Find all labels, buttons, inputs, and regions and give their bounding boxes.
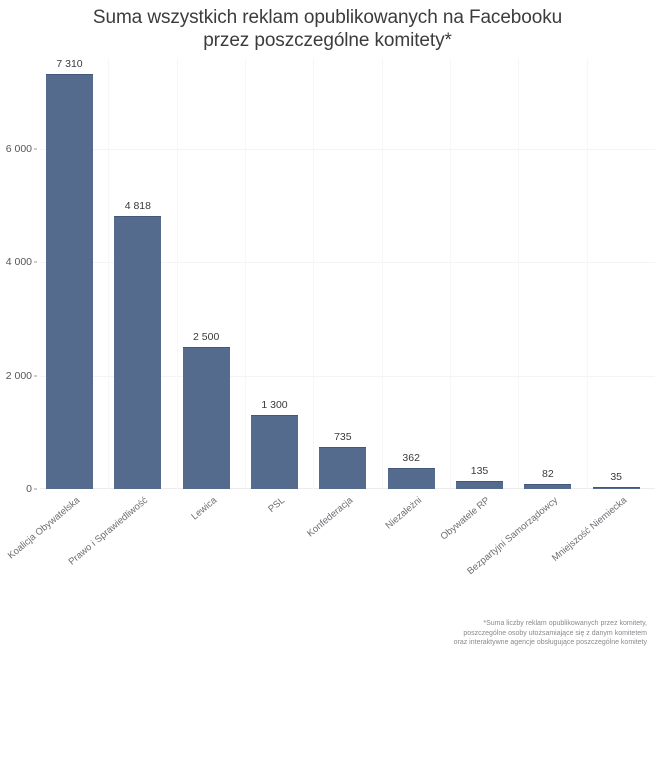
bar[interactable]: [524, 484, 572, 489]
y-axis-tick-mark: [34, 488, 37, 490]
gridline-vertical: [245, 58, 246, 489]
y-axis-tick-label: 4 000: [5, 256, 32, 269]
bar[interactable]: [251, 415, 298, 489]
y-axis-tick-mark: [34, 261, 37, 263]
gridline-vertical: [518, 58, 519, 489]
gridline-horizontal: [40, 375, 655, 377]
y-axis-tick-mark: [34, 148, 37, 150]
chart-title: Suma wszystkich reklam opublikowanych na…: [92, 7, 563, 51]
bar-value-label: 7 310: [56, 58, 83, 71]
bar-value-label: 2 500: [193, 331, 220, 344]
gridline-vertical: [450, 58, 451, 489]
bar-value-label: 735: [334, 431, 352, 444]
gridline-horizontal: [40, 262, 655, 264]
gridline-vertical: [382, 58, 383, 489]
gridline-vertical: [108, 58, 109, 489]
gridline-vertical: [313, 58, 314, 489]
x-axis-category-label: Konfederacja: [305, 495, 356, 540]
y-axis-tick-label: 6 000: [5, 142, 32, 155]
bar-value-label: 35: [610, 471, 622, 483]
gridline-vertical: [587, 58, 588, 489]
bar[interactable]: [456, 481, 503, 489]
bar-value-label: 362: [402, 452, 420, 465]
gridline-vertical: [177, 58, 178, 489]
y-axis-tick-label: 0: [26, 483, 32, 495]
bar-chart: Suma wszystkich reklam opublikowanych na…: [0, 7, 655, 646]
bar[interactable]: [114, 215, 162, 489]
gridline-horizontal: [40, 148, 655, 150]
bar[interactable]: [46, 74, 93, 489]
bar-value-label: 1 300: [261, 399, 288, 412]
chart-footnote: *Suma liczby reklam opublikowanych przez…: [453, 620, 647, 646]
plot-area: 7 310 4 818 2 500 1 300 735 362 135 82 35: [40, 58, 655, 489]
x-axis-labels: Koalicja Obywatelska Prawo i Sprawiedliwo…: [6, 489, 655, 614]
bar[interactable]: [592, 487, 640, 489]
y-axis-tick-label: 2 000: [5, 369, 32, 382]
bar-value-label: 82: [541, 468, 554, 481]
y-axis: 0 2 000 4 000 6 000: [0, 58, 40, 495]
bar[interactable]: [319, 447, 367, 489]
y-axis-tick-mark: [34, 375, 37, 377]
bar[interactable]: [387, 468, 435, 489]
bar-value-label: 135: [470, 465, 489, 478]
bar[interactable]: [182, 347, 230, 489]
bar-value-label: 4 818: [124, 199, 151, 212]
